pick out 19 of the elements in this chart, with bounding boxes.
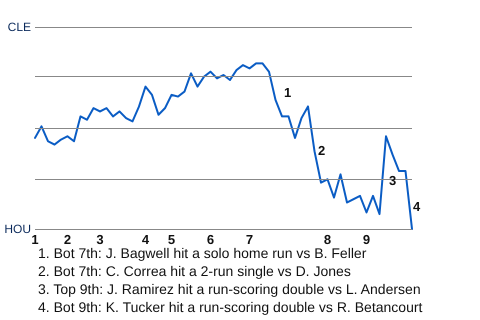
x-tick-label: 5	[168, 232, 176, 247]
ref-line-label: HOU	[4, 222, 31, 236]
x-tick-label: 8	[324, 232, 332, 247]
text: 3. Top 9th: J. Ramirez hit a run-scoring double vs L. Andersen	[38, 281, 421, 297]
annotation: 2	[318, 143, 326, 158]
text: 2. Bot 7th: C. Correa hit a 2-run single vs D. Jones	[38, 263, 351, 279]
text: 4. Bot 9th: K. Tucker hit a run-scoring double vs R. Betancourt	[38, 299, 423, 315]
annotation: 3	[389, 173, 396, 188]
x-tick-label: 1	[31, 232, 39, 247]
ref-line-label: CLE	[8, 20, 31, 34]
text: 4	[413, 199, 421, 214]
x-tick-label: 4	[142, 232, 150, 247]
text: 1. Bot 7th: J. Bagwell hit a solo home run vs B. Feller	[38, 245, 367, 261]
x-tick-label: 9	[362, 232, 370, 247]
x-tick-label: 6	[206, 232, 214, 247]
x-tick-label: 2	[64, 232, 72, 247]
x-tick-label: 7	[246, 232, 254, 247]
x-tick-label: 3	[96, 232, 104, 247]
annotation: 1	[284, 85, 292, 100]
